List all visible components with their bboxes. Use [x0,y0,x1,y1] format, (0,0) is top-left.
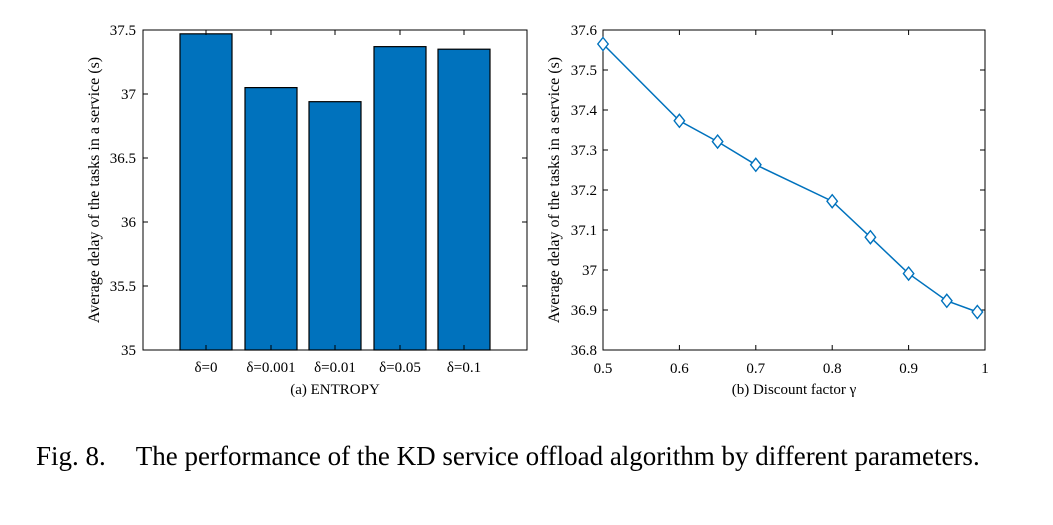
data-point [971,304,984,320]
caption-text: The performance of the KD service offloa… [135,441,980,471]
bar [179,33,233,351]
data-point [902,265,915,282]
y-tick-label: 36.9 [571,303,597,319]
y-tick-label: 35 [121,343,136,359]
panel-caption-b: (b) Discount factor γ [732,382,857,398]
data-point [864,229,877,245]
data-point [940,293,953,309]
category-label: δ=0.01 [314,360,356,376]
plot-frame [602,29,986,351]
y-tick-label: 36.5 [110,151,136,167]
y-tick-label: 36.8 [571,343,597,359]
x-tick-label: 0.8 [823,361,842,377]
figure-number: Fig. 8. [36,441,106,471]
x-tick-label: 0.9 [899,361,918,377]
bar [308,101,362,351]
y-tick-label: 36 [121,215,137,231]
y-tick-label: 37.5 [110,23,136,39]
y-tick-label: 37.3 [571,143,597,159]
category-label: δ=0.1 [447,360,481,376]
y-axis-label: Average delay of the tasks in a service … [86,57,103,323]
panel-caption-a: (a) ENTROPY [290,382,380,398]
data-point [596,36,610,52]
x-tick-label: 0.6 [670,361,689,377]
y-tick-label: 37 [582,263,598,279]
chart-a: 35 35.5 36 36.5 37 37.5 δ=0 δ=0.001 δ=0.01 δ=0.05… [86,23,528,398]
data-point [749,157,762,173]
x-tick-label: 1 [981,361,989,377]
category-label: δ=0.05 [379,360,421,376]
bar [244,86,298,351]
y-tick-label: 37.2 [571,183,597,199]
series-line [602,43,978,313]
y-tick-label: 37.6 [571,23,598,39]
category-label: δ=0 [194,360,217,376]
y-tick-label: 37.4 [571,103,598,119]
bar [373,46,427,351]
y-tick-label: 37.5 [571,63,597,79]
data-point [673,113,686,129]
chart-b: 36.8 36.9 37 37.1 37.2 37.3 37.4 37.5 37.6 0.5 0.6… [546,23,989,398]
y-tick-label: 37 [121,87,137,103]
figure-canvas: 35 35.5 36 36.5 37 37.5 δ=0 δ=0.001 δ=0.01 δ=0.05… [86,23,989,398]
bar [437,48,491,351]
y-tick-label: 35.5 [110,279,136,295]
y-tick-label: 37.1 [571,223,597,239]
y-axis-label: Average delay of the tasks in a service … [546,57,563,323]
figure-caption: Fig. 8. The performance of the KD service… [36,440,1041,473]
category-label: δ=0.001 [246,360,295,376]
x-tick-label: 0.7 [746,361,765,377]
data-point [826,193,839,209]
data-point [711,133,724,150]
x-tick-label: 0.5 [594,361,613,377]
